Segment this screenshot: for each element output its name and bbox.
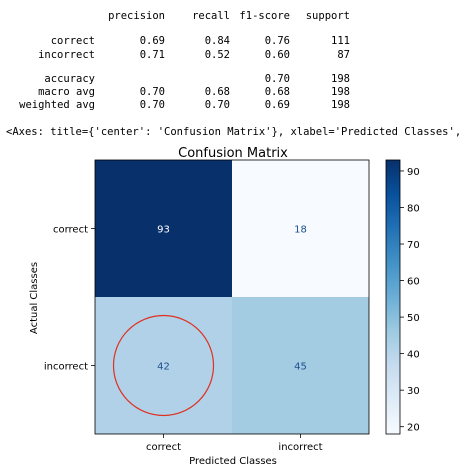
colorbar-tick-label: 90 bbox=[407, 167, 420, 178]
colorbar bbox=[385, 159, 401, 435]
report-cell: 0.69 bbox=[139, 35, 165, 47]
report-cell: 0.70 bbox=[139, 86, 165, 98]
x-axis-label: Predicted Classes bbox=[189, 456, 277, 467]
report-cell: 111 bbox=[331, 35, 350, 47]
colorbar-tick-label: 20 bbox=[407, 423, 420, 434]
report-cell: support bbox=[305, 10, 350, 22]
heatmap-cell bbox=[95, 160, 232, 297]
heatmap-cell bbox=[232, 160, 369, 297]
cell-value-label: 42 bbox=[157, 362, 170, 373]
report-row-label: weighted avg bbox=[19, 99, 95, 111]
colorbar-tick-label: 30 bbox=[407, 386, 420, 397]
report-cell: 0.76 bbox=[264, 35, 290, 47]
report-cell: 0.52 bbox=[204, 49, 230, 61]
cell-value-label: 93 bbox=[157, 225, 170, 236]
cell-value-label: 45 bbox=[294, 362, 307, 373]
y-tick-label: incorrect bbox=[44, 362, 88, 373]
report-cell: 0.60 bbox=[264, 49, 290, 61]
axes-repr-output: <Axes: title={'center': 'Confusion Matri… bbox=[6, 126, 462, 138]
report-cell: 0.70 bbox=[204, 99, 230, 111]
colorbar-tick-label: 50 bbox=[407, 313, 420, 324]
report-row-label: correct bbox=[50, 35, 95, 47]
report-row-label: accuracy bbox=[44, 73, 95, 85]
report-cell: 198 bbox=[331, 73, 350, 85]
report-cell: 198 bbox=[331, 99, 350, 111]
report-cell: 0.68 bbox=[264, 86, 290, 98]
colorbar-tick-label: 40 bbox=[407, 350, 420, 361]
x-tick-label: correct bbox=[146, 442, 181, 453]
report-row-label: incorrect bbox=[38, 49, 95, 61]
colorbar-tick-label: 60 bbox=[407, 277, 420, 288]
chart-title: Confusion Matrix bbox=[178, 146, 288, 161]
colorbar-tick-label: 80 bbox=[407, 203, 420, 214]
y-axis-label: Actual Classes bbox=[29, 262, 40, 334]
y-tick-label: correct bbox=[53, 225, 88, 236]
report-cell: 0.69 bbox=[264, 99, 290, 111]
heatmap-frame bbox=[94, 159, 370, 435]
x-tick-label: incorrect bbox=[278, 442, 322, 453]
heatmap-cell bbox=[232, 297, 369, 434]
annotation-circle bbox=[112, 314, 215, 417]
report-cell: 0.68 bbox=[204, 86, 230, 98]
report-cell: 87 bbox=[337, 49, 350, 61]
report-cell: f1-score bbox=[239, 10, 290, 22]
report-cell: 0.84 bbox=[204, 35, 230, 47]
report-cell: precision bbox=[108, 10, 165, 22]
report-row-label: macro avg bbox=[38, 86, 95, 98]
heatmap-cell bbox=[95, 297, 232, 434]
colorbar-tick-label: 70 bbox=[407, 240, 420, 251]
report-cell: 0.70 bbox=[139, 99, 165, 111]
report-cell: 0.70 bbox=[264, 73, 290, 85]
report-cell: 0.71 bbox=[139, 49, 165, 61]
cell-value-label: 18 bbox=[294, 225, 307, 236]
report-cell: recall bbox=[192, 10, 230, 22]
report-cell: 198 bbox=[331, 86, 350, 98]
